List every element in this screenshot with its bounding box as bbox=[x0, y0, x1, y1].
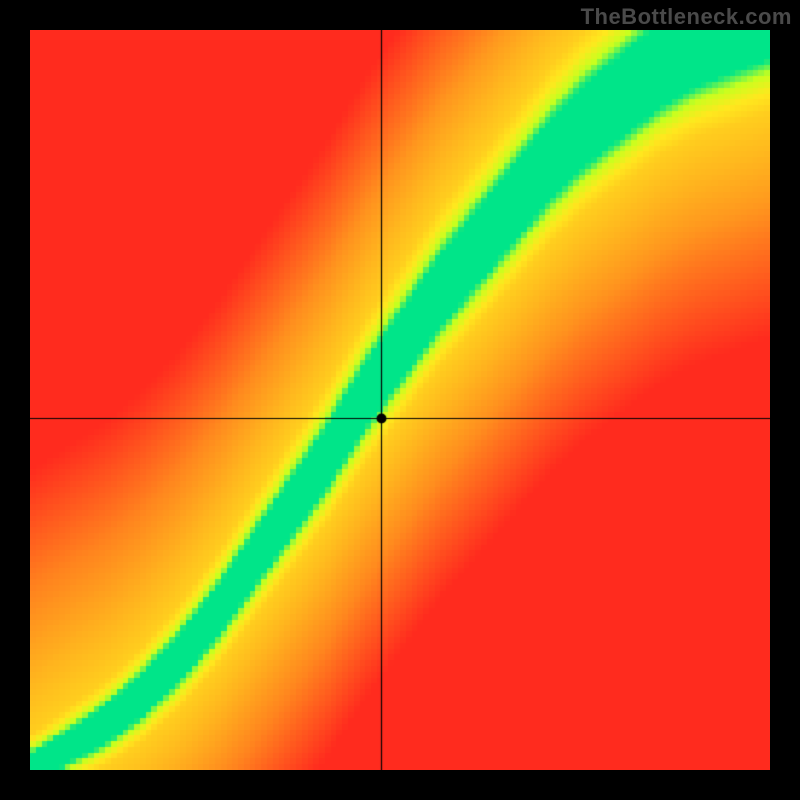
bottleneck-heatmap bbox=[30, 30, 770, 770]
watermark-text: TheBottleneck.com bbox=[581, 4, 792, 30]
chart-frame: TheBottleneck.com bbox=[0, 0, 800, 800]
